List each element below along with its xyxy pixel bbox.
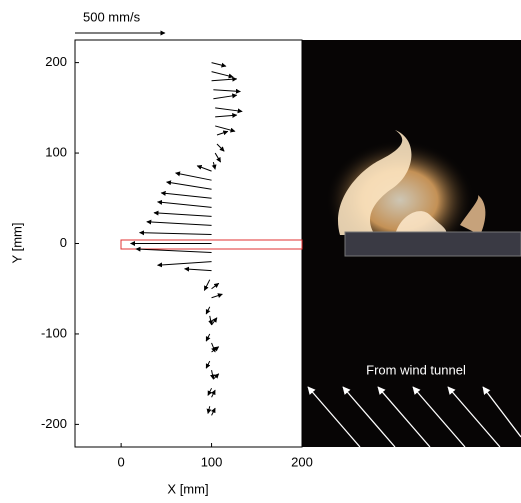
y-tick-label: 100: [45, 144, 67, 159]
vector-arrow: [135, 246, 212, 254]
vector-arrow: [211, 282, 220, 290]
vector-arrow: [211, 317, 218, 326]
vector-arrow: [211, 62, 227, 68]
vector-arrow: [205, 306, 211, 315]
vector-arrow: [210, 389, 216, 398]
reference-label: 500 mm/s: [83, 9, 141, 24]
vector-arrow: [211, 346, 220, 353]
vector-arrow: [215, 125, 236, 133]
vector-arrow: [196, 164, 212, 172]
vector-arrow: [210, 370, 215, 380]
y-tick-label: 0: [60, 235, 67, 250]
x-tick-label: 100: [201, 454, 223, 469]
vector-arrow: [146, 219, 212, 226]
x-tick-label: 0: [118, 454, 125, 469]
x-axis-label: X [mm]: [167, 481, 208, 496]
y-tick-label: -100: [41, 325, 67, 340]
vector-arrow: [208, 315, 214, 326]
vector-arrow: [213, 88, 241, 94]
vector-arrow: [206, 406, 212, 414]
vector-arrow: [216, 143, 225, 152]
vector-arrow: [214, 152, 222, 163]
y-tick-label: -200: [41, 416, 67, 431]
x-tick-label: 200: [291, 454, 313, 469]
vector-arrow: [205, 360, 211, 369]
vector-arrow: [139, 230, 212, 236]
vector-arrow: [157, 261, 212, 268]
vector-arrow: [166, 180, 212, 190]
photo: [302, 40, 521, 448]
vector-arrow: [213, 93, 238, 100]
vector-arrow: [211, 293, 223, 299]
vector-arrow: [184, 266, 212, 272]
vector-arrow: [157, 199, 212, 208]
vector-arrow: [213, 373, 220, 380]
vector-arrow: [215, 112, 238, 118]
vector-arrow: [203, 279, 211, 291]
vector-arrow: [153, 210, 212, 217]
vector-arrow: [215, 107, 243, 114]
annotation: From wind tunnel: [366, 362, 466, 377]
vector-arrow: [160, 190, 212, 199]
vector-arrow: [175, 171, 212, 181]
y-axis-label: Y [mm]: [9, 223, 24, 264]
burner-outline: [120, 239, 303, 250]
y-tick-label: 200: [45, 54, 67, 69]
vector-arrow: [216, 130, 229, 136]
vector-arrow: [211, 76, 238, 82]
vector-arrow: [211, 71, 234, 79]
vector-arrow: [211, 161, 217, 170]
vector-arrow: [210, 407, 216, 416]
vector-arrow: [205, 333, 211, 342]
vector-arrow: [207, 387, 213, 396]
